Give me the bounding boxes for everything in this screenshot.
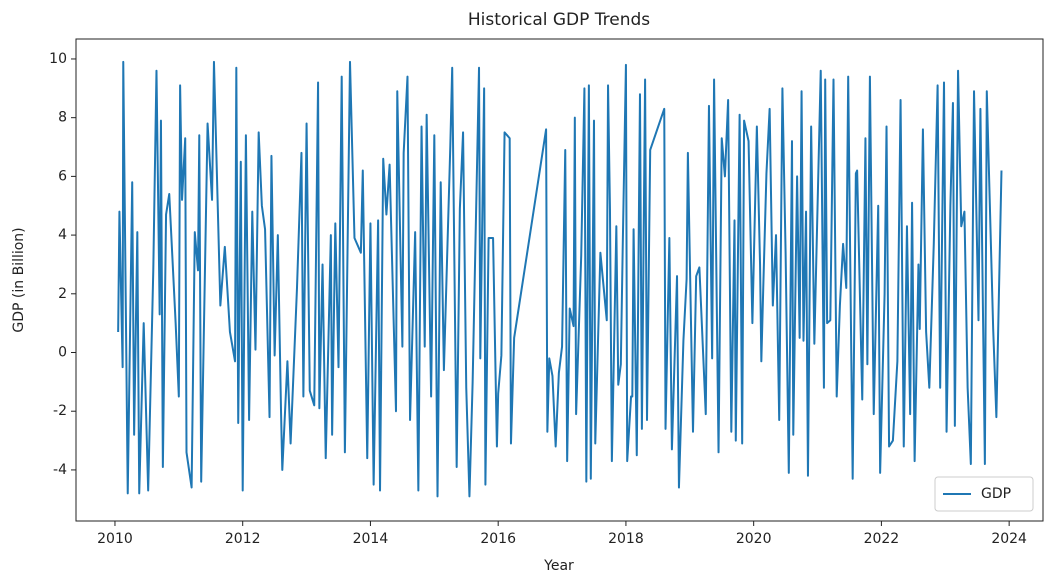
y-tick-label: 0 (58, 345, 67, 361)
y-tick-label: 4 (58, 227, 67, 243)
x-tick-label: 2016 (480, 531, 516, 547)
y-tick-label: 8 (58, 110, 67, 126)
x-axis-label: Year (543, 558, 574, 574)
x-tick-label: 2018 (608, 531, 644, 547)
plot-frame (75, 38, 1044, 522)
x-tick-label: 2020 (736, 531, 772, 547)
y-axis-label: GDP (in Billion) (11, 227, 27, 332)
x-tick-label: 2014 (353, 531, 389, 547)
y-tick-label: 6 (58, 168, 67, 184)
chart-title: Historical GDP Trends (468, 10, 650, 30)
x-tick-label: 2024 (991, 531, 1027, 547)
legend-label: GDP (981, 486, 1011, 502)
y-tick-label: 2 (58, 286, 67, 302)
y-tick-label: -4 (53, 462, 67, 478)
y-tick-label: 10 (49, 51, 67, 67)
x-tick-label: 2012 (225, 531, 261, 547)
legend-box (934, 476, 1034, 512)
data-line (117, 60, 1003, 498)
x-tick-label: 2022 (864, 531, 900, 547)
x-tick-label: 2010 (97, 531, 133, 547)
y-tick-label: -2 (53, 403, 67, 419)
